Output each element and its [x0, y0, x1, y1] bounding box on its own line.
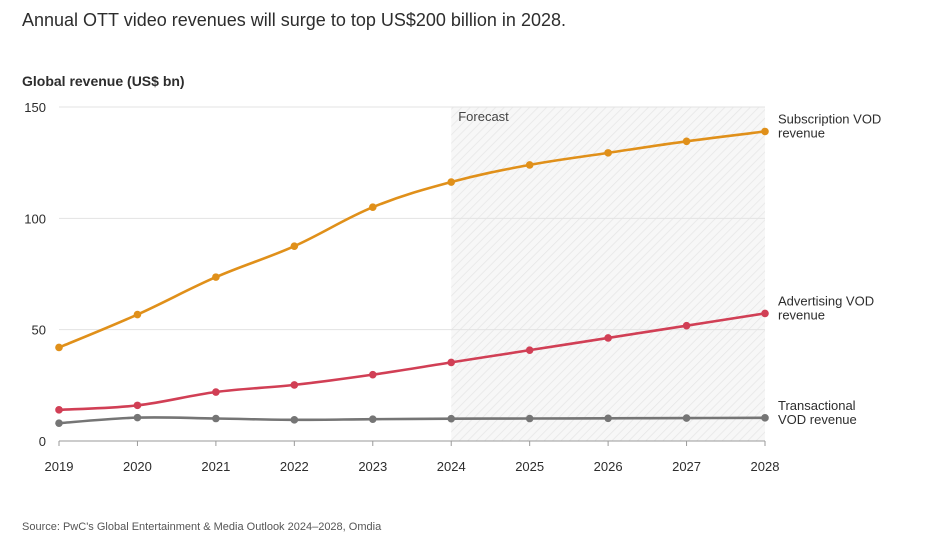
data-point: [682, 137, 691, 146]
x-tick-label: 2022: [280, 459, 309, 474]
data-point: [604, 414, 612, 423]
series-label-line: Transactional: [778, 398, 856, 413]
data-point: [682, 414, 691, 422]
data-point: [525, 161, 534, 169]
data-point: [447, 178, 456, 186]
y-tick-label: 0: [39, 434, 46, 449]
gridlines: 0 50 100 150: [24, 100, 765, 449]
data-point: [212, 388, 220, 396]
data-point: [368, 370, 377, 379]
series-points: [55, 127, 769, 427]
x-tick-label: 2028: [751, 459, 780, 474]
data-point: [133, 413, 142, 422]
data-point: [368, 415, 377, 423]
axes: 2019 2020 2021 2022 2023 2024 2025 2026 2027 2028: [45, 441, 780, 474]
series-label: Transactional VOD revenue: [778, 398, 857, 427]
series-label-line: Subscription VOD: [778, 111, 881, 126]
data-point: [447, 414, 456, 423]
x-tick-label: 2020: [123, 459, 152, 474]
data-point: [761, 309, 769, 318]
x-tick-label: 2021: [201, 459, 230, 474]
data-point: [604, 334, 612, 342]
series-lines: [57, 130, 767, 425]
data-point: [55, 406, 63, 414]
data-point: [447, 358, 456, 367]
y-tick-label: 150: [24, 100, 46, 115]
data-point: [290, 381, 299, 389]
data-point: [368, 203, 377, 211]
x-tick-label: 2023: [358, 459, 387, 474]
data-point: [761, 414, 769, 422]
y-tick-label: 50: [32, 323, 46, 338]
data-point: [604, 149, 612, 157]
source-note: Source: PwC's Global Entertainment & Med…: [22, 521, 382, 533]
x-tick-label: 2024: [437, 459, 466, 474]
data-point: [133, 401, 142, 410]
data-point: [761, 127, 769, 136]
y-axis-label: Global revenue (US$ bn): [22, 73, 185, 89]
data-point: [525, 346, 534, 354]
data-point: [55, 419, 63, 427]
data-point: [55, 343, 63, 352]
series-label-line: VOD revenue: [778, 412, 857, 427]
data-point: [290, 242, 299, 250]
series-line: [57, 312, 767, 412]
forecast-region: [451, 107, 765, 441]
x-tick-label: 2027: [672, 459, 701, 474]
series-label-line: revenue: [778, 125, 825, 140]
series-label-line: Advertising VOD: [778, 293, 874, 308]
series-label: Subscription VOD revenue: [778, 111, 881, 140]
x-tick-label: 2026: [594, 459, 623, 474]
chart-title: Annual OTT video revenues will surge to …: [22, 10, 566, 30]
forecast-label: Forecast: [458, 109, 509, 124]
data-point: [525, 414, 534, 423]
series-label-line: revenue: [778, 307, 825, 322]
x-tick-label: 2025: [515, 459, 544, 474]
series-label: Advertising VOD revenue: [778, 293, 874, 322]
y-tick-label: 100: [24, 211, 46, 226]
x-tick-label: 2019: [45, 459, 74, 474]
data-point: [133, 310, 142, 319]
data-point: [290, 416, 299, 424]
data-point: [682, 321, 691, 330]
series-line: [57, 416, 767, 425]
data-point: [212, 414, 220, 423]
data-point: [212, 273, 220, 281]
series-line: [57, 130, 767, 349]
